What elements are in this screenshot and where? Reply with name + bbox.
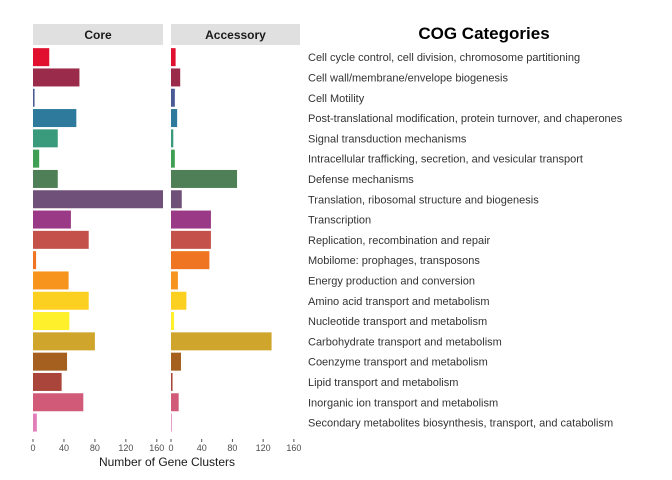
- accessory-bar-8: [171, 190, 182, 209]
- accessory-bar-10: [171, 230, 211, 249]
- core-bar-2: [33, 68, 80, 87]
- accessory-panel-label: Accessory: [205, 28, 266, 42]
- core-tick-label: 0: [30, 443, 35, 453]
- core-tick-label: 80: [90, 443, 100, 453]
- accessory-bar-7: [171, 169, 238, 188]
- accessory-bar-17: [171, 372, 173, 391]
- category-label-3: Cell Motility: [308, 93, 365, 105]
- accessory-bar-3: [171, 88, 175, 107]
- accessory-x-axis: 0 40 80 120 160: [168, 439, 301, 453]
- category-label-2: Cell wall/membrane/envelope biogenesis: [308, 72, 508, 84]
- accessory-bar-14: [171, 312, 175, 331]
- core-bar-8: [33, 190, 163, 209]
- core-tick-label: 40: [59, 443, 69, 453]
- core-bar-15: [33, 332, 95, 351]
- core-tick-label: 120: [118, 443, 133, 453]
- accessory-bar-15: [171, 332, 272, 351]
- accessory-panel-strip: [171, 24, 300, 45]
- accessory-bars: [171, 48, 272, 432]
- core-bar-1: [33, 48, 50, 67]
- accessory-tick-label: 40: [197, 443, 207, 453]
- accessory-bar-11: [171, 251, 210, 270]
- category-label-4: Post-translational modification, protein…: [308, 113, 623, 125]
- accessory-bar-6: [171, 149, 175, 168]
- core-bar-7: [33, 169, 58, 188]
- category-label-8: Translation, ribosomal structure and bio…: [308, 194, 539, 206]
- category-label-16: Coenzyme transport and metabolism: [308, 357, 488, 369]
- core-bar-16: [33, 352, 68, 371]
- accessory-bar-5: [171, 129, 174, 148]
- accessory-tick-label: 160: [286, 443, 301, 453]
- category-label-15: Carbohydrate transport and metabolism: [308, 336, 502, 348]
- core-bar-14: [33, 312, 70, 331]
- core-bar-6: [33, 149, 40, 168]
- core-panel-strip: [33, 24, 163, 45]
- core-bar-11: [33, 251, 37, 270]
- accessory-bar-2: [171, 68, 181, 87]
- legend: Cell cycle control, cell division, chrom…: [308, 52, 623, 429]
- core-bar-17: [33, 372, 62, 391]
- category-label-6: Intracellular trafficking, secretion, an…: [308, 154, 583, 166]
- category-label-9: Transcription: [308, 215, 371, 227]
- core-bar-18: [33, 393, 84, 412]
- core-bar-13: [33, 291, 89, 310]
- accessory-tick-label: 0: [168, 443, 173, 453]
- category-label-13: Amino acid transport and metabolism: [308, 296, 490, 308]
- core-bar-5: [33, 129, 58, 148]
- accessory-tick-label: 120: [256, 443, 271, 453]
- core-bars: [33, 48, 163, 432]
- accessory-bar-9: [171, 210, 211, 229]
- category-label-7: Defense mechanisms: [308, 174, 414, 186]
- accessory-bar-13: [171, 291, 187, 310]
- category-label-18: Inorganic ion transport and metabolism: [308, 397, 498, 409]
- category-label-19: Secondary metabolites biosynthesis, tran…: [308, 418, 613, 430]
- accessory-bar-4: [171, 109, 178, 128]
- legend-title: COG Categories: [418, 24, 549, 43]
- category-label-12: Energy production and conversion: [308, 275, 475, 287]
- core-panel-label: Core: [84, 28, 112, 42]
- accessory-bar-12: [171, 271, 178, 290]
- core-bar-19: [33, 413, 37, 432]
- core-bar-4: [33, 109, 77, 128]
- core-bar-3: [33, 88, 35, 107]
- core-bar-9: [33, 210, 71, 229]
- category-label-11: Mobilome: prophages, transposons: [308, 255, 480, 267]
- core-tick-label: 160: [149, 443, 164, 453]
- accessory-bar-18: [171, 393, 179, 412]
- accessory-bar-19: [171, 413, 172, 432]
- accessory-tick-label: 80: [227, 443, 237, 453]
- category-label-14: Nucleotide transport and metabolism: [308, 316, 487, 328]
- category-label-10: Replication, recombination and repair: [308, 235, 491, 247]
- x-axis-label: Number of Gene Clusters: [99, 455, 235, 469]
- accessory-bar-1: [171, 48, 176, 67]
- category-label-17: Lipid transport and metabolism: [308, 377, 458, 389]
- core-x-axis: 0 40 80 120 160: [30, 439, 164, 453]
- core-bar-10: [33, 230, 89, 249]
- category-label-5: Signal transduction mechanisms: [308, 133, 467, 145]
- accessory-bar-16: [171, 352, 181, 371]
- core-bar-12: [33, 271, 69, 290]
- category-label-1: Cell cycle control, cell division, chrom…: [308, 52, 580, 64]
